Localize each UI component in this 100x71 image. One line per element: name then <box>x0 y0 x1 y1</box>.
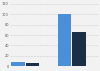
Bar <box>58 14 71 66</box>
Bar <box>72 32 86 66</box>
Bar <box>11 62 25 66</box>
Bar <box>26 63 39 66</box>
